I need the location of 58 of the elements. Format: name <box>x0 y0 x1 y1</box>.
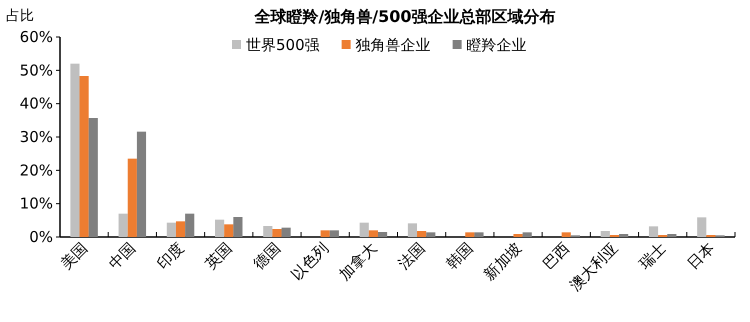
x-tick-label: 巴西 <box>539 239 574 274</box>
bar <box>224 224 234 237</box>
bar <box>408 223 418 237</box>
bar <box>70 64 80 237</box>
x-tick-label: 新加坡 <box>480 239 525 284</box>
bar <box>185 214 194 237</box>
legend-label: 世界500强 <box>246 36 320 54</box>
bar <box>272 229 282 237</box>
bar <box>522 232 532 237</box>
bar <box>215 220 224 237</box>
bar <box>513 234 523 237</box>
bar <box>600 231 610 237</box>
bar <box>667 234 676 237</box>
bar <box>360 222 369 237</box>
chart-title: 全球瞪羚/独角兽/500强企业总部区域分布 <box>253 7 556 26</box>
bar <box>263 226 272 237</box>
x-tick-label: 英国 <box>202 239 236 274</box>
bar <box>118 214 128 237</box>
bar <box>136 132 146 237</box>
bar <box>562 232 571 237</box>
bar <box>233 217 242 237</box>
y-axis-title: 占比 <box>6 8 34 24</box>
bar <box>426 232 436 237</box>
bar <box>282 228 291 237</box>
bar <box>417 231 426 237</box>
x-tick-label: 以色列 <box>287 239 332 284</box>
y-tick-label: 30% <box>20 128 53 146</box>
y-tick-label: 0% <box>29 228 53 246</box>
bar <box>128 158 137 237</box>
bar <box>474 232 484 237</box>
y-tick-label: 60% <box>20 28 53 46</box>
bar <box>80 76 89 237</box>
x-tick-label: 法国 <box>394 239 428 274</box>
bar <box>330 230 339 237</box>
y-tick-label: 40% <box>20 94 53 113</box>
x-tick-label: 日本 <box>684 239 718 274</box>
bar <box>166 222 176 237</box>
legend-label: 独角兽企业 <box>356 36 431 54</box>
bar <box>619 234 628 237</box>
y-tick-label: 50% <box>20 61 53 80</box>
x-tick-label: 德国 <box>250 239 284 274</box>
bar <box>697 217 706 237</box>
bar <box>368 230 378 237</box>
bar <box>378 232 388 237</box>
x-tick-label: 印度 <box>153 239 188 274</box>
bar <box>465 232 474 237</box>
bar <box>320 230 330 237</box>
bar <box>88 118 98 237</box>
x-tick-label: 韩国 <box>442 239 477 274</box>
x-tick-label: 美国 <box>56 239 91 274</box>
x-tick-label: 中国 <box>105 239 140 274</box>
y-tick-label: 10% <box>20 194 53 213</box>
bar <box>648 226 658 237</box>
x-tick-label: 加拿大 <box>336 239 380 284</box>
bar <box>176 221 186 237</box>
x-tick-label: 瑞士 <box>636 239 670 274</box>
legend-label: 瞪羚企业 <box>466 36 527 54</box>
y-tick-label: 20% <box>20 161 53 180</box>
